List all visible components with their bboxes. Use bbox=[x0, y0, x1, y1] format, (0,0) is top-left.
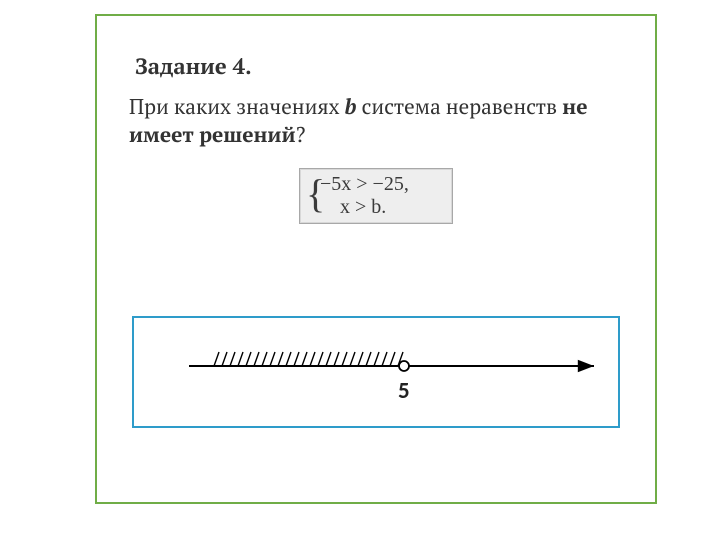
task-body: При каких значениях b система неравенств… bbox=[129, 93, 627, 150]
task-title: Задание 4. bbox=[135, 52, 627, 81]
system-row-1: { −5x > −25, bbox=[306, 173, 446, 196]
numberline-svg: 5 bbox=[134, 318, 618, 426]
body-mid: система неравенств bbox=[357, 93, 563, 121]
svg-text:5: 5 bbox=[398, 377, 410, 405]
system-line-2: x > b. bbox=[340, 196, 386, 218]
body-pre: При каких значениях bbox=[129, 93, 345, 121]
body-var: b bbox=[345, 93, 357, 121]
system-line-1: −5x > −25, bbox=[320, 173, 409, 195]
body-tail: ? bbox=[296, 121, 306, 149]
numberline-box: 5 bbox=[132, 316, 620, 428]
system-row-2: x > b. bbox=[306, 196, 446, 219]
system-box: { −5x > −25, x > b. bbox=[299, 168, 453, 224]
content-frame: Задание 4. При каких значениях b система… bbox=[95, 14, 657, 504]
slide: Задание 4. При каких значениях b система… bbox=[0, 0, 720, 540]
